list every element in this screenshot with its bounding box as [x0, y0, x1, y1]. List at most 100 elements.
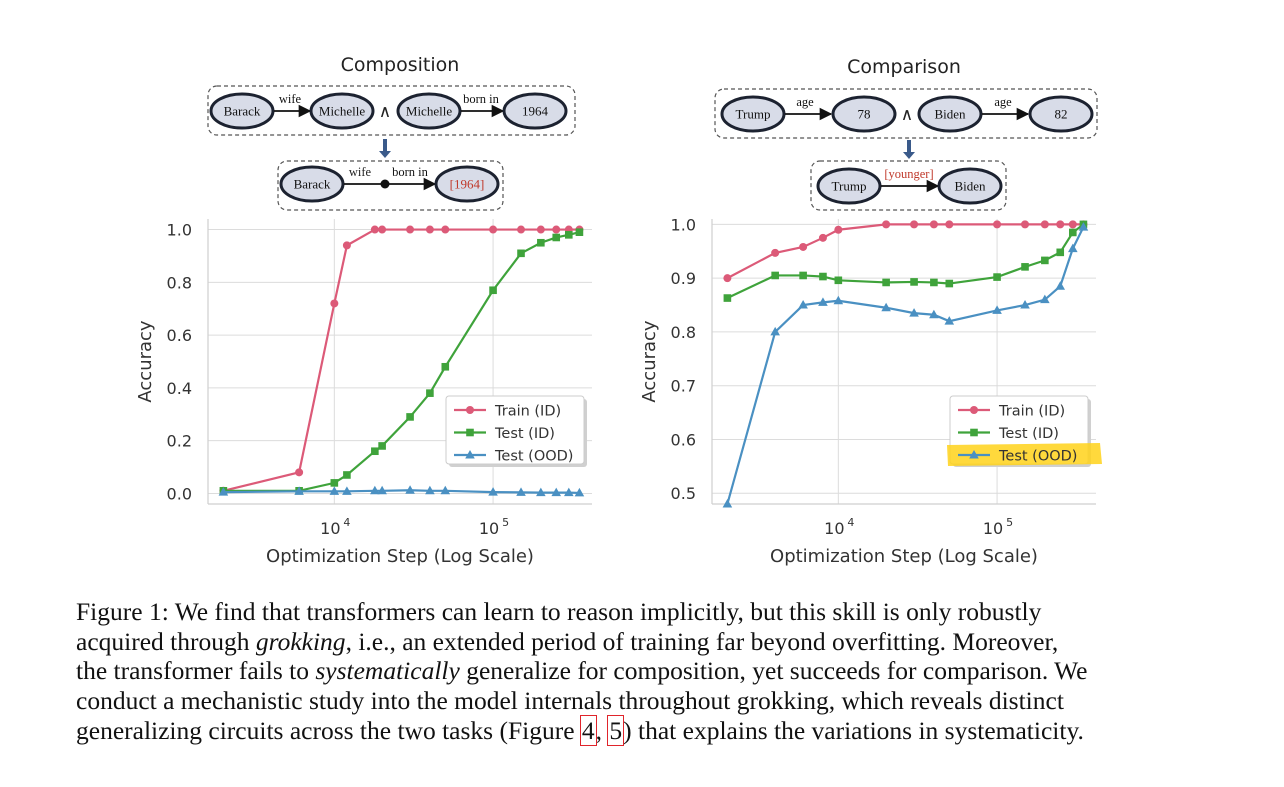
figure-reference-link[interactable]: 4 [579, 714, 597, 746]
comp-down-head [379, 151, 391, 158]
data-point [818, 233, 827, 242]
series-square [723, 220, 1088, 302]
data-point [929, 309, 939, 319]
composition-diagram: Composition Barack wife Michelle ∧ Michelle bo… [207, 54, 576, 211]
data-point [1021, 220, 1030, 229]
data-point [377, 485, 387, 495]
comparison-title: Comparison [847, 56, 961, 78]
data-point [1069, 228, 1077, 237]
data-point [536, 487, 546, 497]
y-tick-label: 0.8 [167, 273, 192, 292]
data-point [1068, 220, 1077, 229]
y-tick-label: 1.0 [671, 215, 696, 234]
data-point [295, 468, 304, 477]
data-point [1020, 300, 1030, 309]
data-point [945, 220, 954, 229]
data-point [1056, 248, 1065, 257]
x-axis-label: Optimization Step (Log Scale) [266, 546, 534, 567]
data-point [378, 442, 386, 450]
caption-text: conduct a mechanistic study into the mod… [76, 686, 1064, 716]
legend-label: Test (OOD) [998, 449, 1077, 465]
cmp-age-1-relation: age [796, 95, 814, 109]
legend-swatch-marker [970, 428, 978, 437]
x-tick-exponent: 4 [343, 516, 350, 529]
data-point [342, 486, 352, 495]
y-tick-label: 1.0 [167, 221, 192, 240]
x-tick-exponent: 5 [502, 516, 509, 529]
comp-barack-label: Barack [224, 104, 261, 119]
cmp-82-label: 82 [1055, 107, 1068, 122]
composition-title: Composition [341, 54, 460, 76]
figure-reference-link[interactable]: 5 [607, 714, 625, 746]
data-point [723, 294, 732, 302]
cmp-infer-trump-node [816, 167, 882, 205]
data-point [910, 278, 918, 286]
cmp-infer-biden-label: Biden [954, 179, 986, 194]
data-point [723, 274, 732, 283]
y-tick-label: 0.8 [671, 323, 696, 342]
composition-facts-box [207, 85, 576, 136]
data-point [330, 479, 339, 487]
legend: Train (ID) Test (ID) Test (OOD) [947, 395, 1102, 467]
data-point [551, 487, 562, 497]
y-tick-label: 0.5 [671, 484, 696, 503]
series-square [219, 228, 584, 495]
data-point [552, 233, 561, 242]
legend-label: Test (ID) [494, 426, 555, 442]
data-point [489, 286, 497, 295]
data-point [771, 248, 780, 257]
data-point [993, 220, 1002, 229]
data-point [882, 220, 891, 229]
data-point [574, 487, 585, 497]
data-point [564, 487, 574, 497]
y-tick-label: 0.0 [167, 484, 192, 503]
cmp-biden-label: Biden [934, 107, 966, 122]
data-point [342, 241, 351, 250]
legend-label: Test (OOD) [494, 449, 573, 465]
cmp-infer-younger-relation: [younger] [884, 167, 933, 181]
cmp-infer-biden-node [937, 167, 1003, 205]
comp-barack-node [209, 92, 275, 130]
data-point [834, 276, 843, 285]
series-line [726, 223, 1085, 300]
cmp-82-node [1028, 95, 1094, 133]
cmp-trump-node [720, 95, 786, 133]
comp-michelle-2-node [396, 92, 462, 130]
data-point [771, 271, 779, 280]
series-triangle [218, 485, 585, 497]
y-tick-label: 0.9 [671, 269, 696, 288]
data-point [1040, 220, 1049, 229]
data-point [425, 225, 434, 234]
comp-infer-barack-label: Barack [294, 177, 331, 192]
data-point [575, 228, 584, 236]
data-point [909, 308, 919, 317]
caption-text: acquired through [76, 626, 256, 656]
data-point [516, 487, 526, 496]
y-tick-label: 0.6 [167, 326, 192, 345]
caption-text: , [595, 715, 609, 745]
data-point [425, 485, 435, 495]
caption-text: generalize for composition, yet succeeds… [459, 656, 1088, 686]
y-axis-label: Accuracy [135, 320, 156, 403]
caption-line: Figure 1: We find that transformers can … [76, 597, 1176, 627]
cmp-and-symbol: ∧ [901, 105, 913, 125]
data-point [819, 272, 827, 281]
y-tick-label: 0.7 [671, 377, 696, 396]
comparison-infer-box [810, 160, 1007, 211]
legend-swatch-marker [466, 406, 474, 414]
legend: Train (ID) Test (ID) Test (OOD) [445, 395, 587, 467]
legend-label: Test (ID) [998, 426, 1059, 442]
data-point [343, 471, 351, 479]
figure-caption: Figure 1: We find that transformers can … [76, 597, 1176, 746]
data-point [406, 225, 415, 234]
comp-1964-label: 1964 [522, 104, 549, 119]
data-point [929, 220, 938, 229]
caption-text: ) that explains the variations in system… [623, 715, 1084, 745]
data-point [1040, 294, 1050, 304]
legend-label: Train (ID) [998, 404, 1065, 420]
caption-emphasis: grokking [255, 626, 346, 656]
data-point [992, 305, 1002, 314]
figure-canvas: Composition Barack wife Michelle ∧ Michelle bo… [135, 54, 1102, 567]
